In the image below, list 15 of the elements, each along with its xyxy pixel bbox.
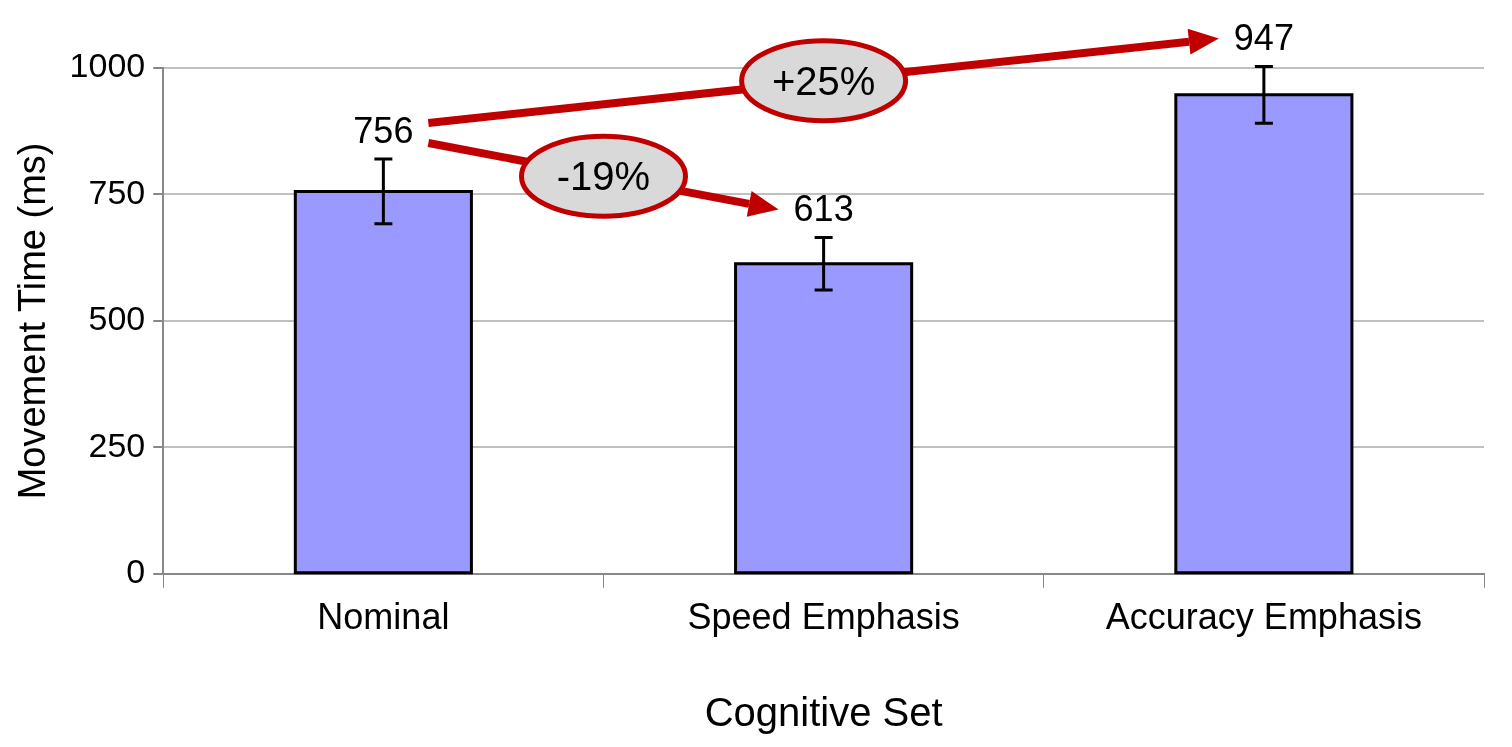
- data-label: 613: [793, 188, 854, 230]
- x-tick-label: Accuracy Emphasis: [1105, 596, 1422, 638]
- x-tick-label: Speed Emphasis: [687, 596, 960, 638]
- annotation: -19%: [556, 154, 651, 199]
- y-tick-label: 750: [88, 172, 146, 211]
- y-tick-label: 1000: [69, 46, 146, 85]
- data-label: 756: [353, 109, 414, 151]
- y-tick-label: 500: [88, 299, 146, 338]
- y-tick-label: 250: [88, 425, 146, 464]
- data-label: 947: [1233, 17, 1294, 59]
- y-axis-title: Movement Time (ms): [11, 142, 54, 500]
- x-tick-label: Nominal: [317, 596, 450, 638]
- annotation: +25%: [771, 58, 876, 103]
- y-tick-label: 0: [126, 552, 146, 591]
- x-axis-title: Cognitive Set: [704, 690, 943, 735]
